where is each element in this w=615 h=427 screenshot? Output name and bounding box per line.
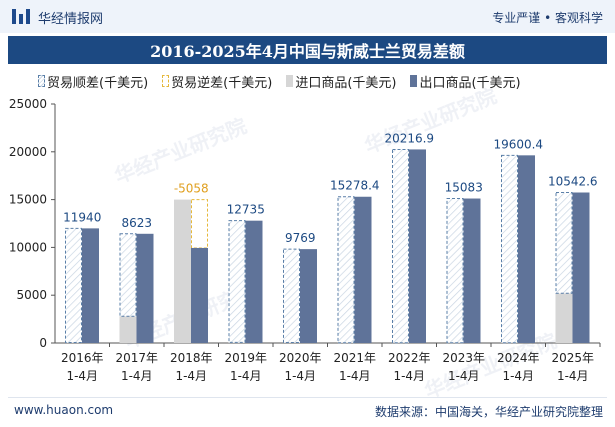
x-tick-label-year: 2024年 (497, 351, 540, 365)
y-tick-label: 0 (39, 336, 47, 350)
x-tick-label-period: 1-4月 (339, 369, 371, 383)
surplus-bar (283, 248, 300, 344)
tagline: 专业严谨 • 客观科学 (492, 11, 603, 25)
x-tick-label-year: 2022年 (388, 351, 431, 365)
export-bar (136, 233, 154, 343)
data-label: 11940 (63, 210, 101, 224)
surplus-bar (337, 196, 355, 344)
x-tick-label-period: 1-4月 (175, 369, 207, 383)
x-tick-label-period: 1-4月 (448, 369, 480, 383)
surplus-bar (555, 192, 573, 294)
surplus-bar (65, 227, 82, 344)
x-tick-label-period: 1-4月 (557, 369, 589, 383)
export-bar (300, 249, 317, 343)
y-tick-label: 15000 (9, 193, 47, 207)
legend-item-export: 出口商品(千美元) (410, 72, 521, 91)
import-bar (174, 199, 191, 343)
export-bar (518, 155, 535, 343)
export-bar (82, 228, 99, 343)
footer: www.huaon.com 数据来源：中国海关，华经产业研究院整理 (8, 397, 607, 422)
x-tick-label-period: 1-4月 (230, 369, 262, 383)
data-label: 8623 (121, 216, 152, 230)
bar-chart: 0 5000 10000 15000 20000 25000 2016年 1-4月 2017年 1… (9, 97, 601, 383)
x-tick-label-period: 1-4月 (284, 369, 316, 383)
export-bar (245, 220, 263, 343)
x-tick-label-period: 1-4月 (66, 369, 98, 383)
legend-item-import: 进口商品(千美元) (286, 72, 396, 91)
chart-legend: 贸易顺差(千美元) 贸易逆差(千美元) 进口商品(千美元) 出口商品(千美元) (38, 71, 598, 91)
export-bar (354, 196, 372, 343)
import-bar (119, 316, 137, 343)
data-source: 数据来源：中国海关，华经产业研究院整理 (374, 405, 603, 419)
legend-label-surplus: 贸易顺差(千美元) (47, 75, 149, 91)
legend-item-surplus: 贸易顺差(千美元) (38, 72, 148, 91)
surplus-bar (228, 220, 246, 343)
surplus-bar (501, 154, 518, 344)
data-label: 15278.4 (330, 179, 380, 193)
y-tick-label: 20000 (9, 145, 47, 159)
x-tick-label-period: 1-4月 (121, 369, 153, 383)
data-label: 20216.9 (384, 131, 434, 145)
x-tick-label-period: 1-4月 (393, 369, 425, 383)
x-tick-label-year: 2021年 (333, 351, 376, 365)
surplus-bar (446, 198, 464, 344)
data-label: 9769 (285, 231, 316, 245)
y-tick-label: 5000 (16, 288, 47, 302)
y-tick-label: 10000 (9, 240, 47, 254)
x-tick-label-year: 2025年 (551, 351, 594, 365)
export-bar (463, 198, 481, 343)
x-tick-label-year: 2020年 (279, 351, 322, 365)
export-bar (409, 149, 426, 343)
surplus-bar (392, 148, 409, 344)
data-label: 19600.4 (493, 137, 543, 151)
x-tick-label-year: 2023年 (442, 351, 485, 365)
legend-swatch-import (286, 75, 294, 87)
import-bar (555, 293, 573, 343)
legend-label-export: 出口商品(千美元) (419, 75, 521, 91)
legend-swatch-export (410, 75, 418, 87)
chart-title-bar: 2016-2025年4月中国与斯威士兰贸易差额 (8, 36, 607, 64)
export-bar (191, 247, 208, 343)
x-tick-label-period: 1-4月 (502, 369, 534, 383)
legend-label-import: 进口商品(千美元) (295, 75, 397, 91)
legend-label-deficit: 贸易逆差(千美元) (171, 75, 273, 91)
data-label: 10542.6 (548, 175, 598, 189)
y-tick-label: 25000 (9, 97, 47, 111)
chart-title: 2016-2025年4月中国与斯威士兰贸易差额 (150, 42, 465, 61)
data-label: -5058 (174, 182, 209, 196)
deficit-bar (191, 199, 208, 249)
legend-swatch-deficit (162, 75, 170, 87)
x-tick-label-year: 2017年 (115, 351, 158, 365)
x-tick-label-year: 2019年 (224, 351, 267, 365)
data-label: 12735 (227, 203, 265, 217)
export-bar (572, 192, 590, 343)
data-label: 15083 (445, 181, 483, 195)
logo-icon (12, 9, 30, 24)
website-link[interactable]: www.huaon.com (14, 403, 114, 417)
legend-item-deficit: 贸易逆差(千美元) (162, 72, 272, 91)
x-tick-label-year: 2016年 (61, 351, 104, 365)
x-tick-label-year: 2018年 (170, 351, 213, 365)
site-name: 华经情报网 (38, 12, 104, 27)
surplus-bar (119, 233, 137, 317)
top-bar: 华经情报网 专业严谨 • 客观科学 (0, 0, 615, 33)
legend-swatch-surplus (38, 75, 45, 87)
